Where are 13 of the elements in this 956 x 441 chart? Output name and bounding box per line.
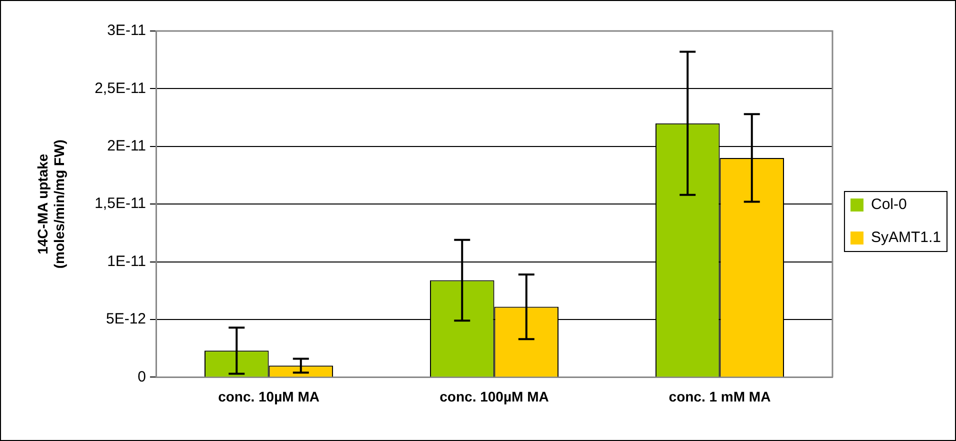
- y-tick-label: 5E-12: [106, 310, 146, 328]
- x-tick-label: conc. 10µM MA: [218, 388, 320, 404]
- y-tick-label: 1,5E-11: [94, 195, 146, 212]
- legend-label: Col-0: [870, 196, 907, 214]
- y-tick-label: 2,5E-11: [94, 80, 146, 97]
- y-tick-label: 1E-11: [107, 252, 146, 270]
- y-tick-label: 0: [138, 368, 146, 386]
- legend-label: SyAMT1.1: [870, 229, 942, 246]
- y-axis-title: 14C-MA uptake (moles/min/mg FW): [34, 140, 68, 269]
- x-tick-label: conc. 1 mM MA: [668, 388, 771, 404]
- y-tick-label: 2E-11: [107, 138, 146, 155]
- y-tick-label: 3E-11: [107, 22, 146, 40]
- x-tick-label: conc. 100µM MA: [440, 388, 549, 404]
